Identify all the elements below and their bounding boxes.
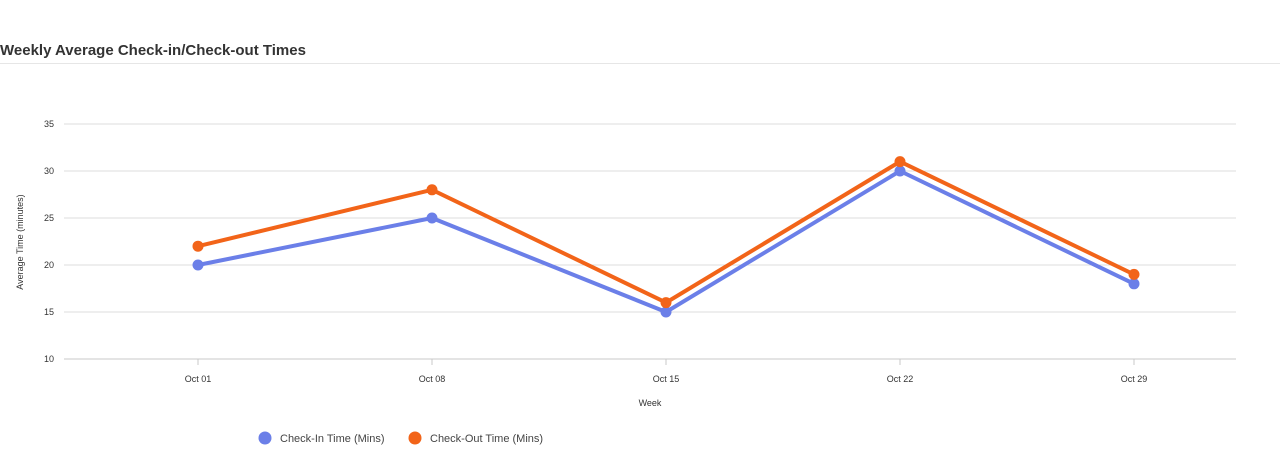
y-tick-label: 35 xyxy=(44,119,54,129)
y-tick-label: 15 xyxy=(44,307,54,317)
legend-item-check-in[interactable]: Check-In Time (Mins) xyxy=(258,431,385,446)
series-check-in xyxy=(192,165,1140,318)
legend-marker xyxy=(408,431,422,445)
y-tick-label: 10 xyxy=(44,354,54,364)
x-tick-label: Oct 22 xyxy=(887,374,914,384)
x-tick-label: Oct 01 xyxy=(185,374,212,384)
grid-lines xyxy=(64,123,1236,360)
axes: 10 15 20 25 30 35 Oct 01 Oct 08 Oct 15 Oct 22 Oct … xyxy=(15,119,1147,408)
legend-label: Check-Out Time (Mins) xyxy=(430,433,543,445)
data-point[interactable] xyxy=(894,165,906,177)
legend: Check-In Time (Mins) Check-Out Time (Mins… xyxy=(258,431,544,446)
x-tick-label: Oct 15 xyxy=(653,374,680,384)
legend-item-check-out[interactable]: Check-Out Time (Mins) xyxy=(408,431,544,446)
series-line xyxy=(196,169,1136,314)
legend-label: Check-In Time (Mins) xyxy=(280,433,385,445)
data-point[interactable] xyxy=(426,212,438,224)
data-point[interactable] xyxy=(1128,268,1140,280)
data-point[interactable] xyxy=(192,240,204,252)
series-check-out xyxy=(192,156,1140,309)
data-point[interactable] xyxy=(894,156,906,168)
data-point[interactable] xyxy=(192,259,204,271)
legend-marker xyxy=(258,431,272,445)
data-point[interactable] xyxy=(660,306,672,318)
y-tick-label: 20 xyxy=(44,260,54,270)
series xyxy=(192,156,1140,318)
x-axis-title: Week xyxy=(639,398,662,408)
line-chart: 10 15 20 25 30 35 Oct 01 Oct 08 Oct 15 Oct 22 Oct … xyxy=(15,119,1236,446)
y-tick-label: 30 xyxy=(44,166,54,176)
data-point[interactable] xyxy=(426,184,438,196)
y-tick-label: 25 xyxy=(44,213,54,223)
data-point[interactable] xyxy=(660,297,672,309)
x-tick-label: Oct 08 xyxy=(419,374,446,384)
data-point[interactable] xyxy=(1128,278,1140,290)
y-axis-title: Average Time (minutes) xyxy=(15,194,25,289)
x-tick-label: Oct 29 xyxy=(1121,374,1148,384)
series-line xyxy=(196,159,1136,305)
card-header: Weekly Average Check-in/Check-out Times xyxy=(0,0,1280,64)
chart-title: Weekly Average Check-in/Check-out Times xyxy=(0,42,306,59)
